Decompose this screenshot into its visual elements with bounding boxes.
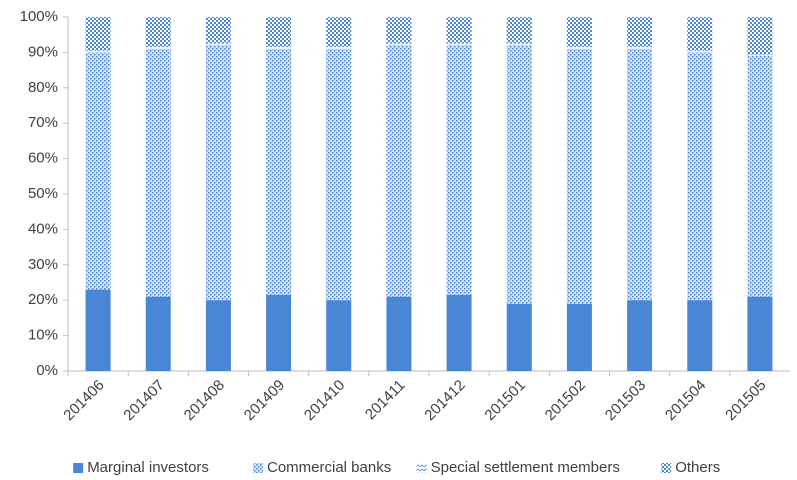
bar-segment [566,303,592,371]
bar-segment [627,48,653,301]
bar-segment [566,48,592,304]
bar-segment [85,289,111,371]
x-tick-label: 201504 [662,377,709,424]
x-tick-label: 201505 [722,377,769,424]
bar-segment [326,17,352,48]
y-tick-label: 30% [28,256,58,273]
bar-segment [747,296,773,371]
y-tick-label: 70% [28,114,58,131]
bar-segment [85,17,111,51]
bar-segment [85,50,111,53]
legend-label: Others [675,459,720,476]
x-tick-label: 201411 [362,377,409,424]
bar-segment [266,48,292,295]
bar-segment [446,45,472,295]
bar-segment [566,17,592,48]
bar-segment [687,52,713,301]
x-tick-label: 201407 [120,377,167,424]
bar-segment [386,45,412,297]
y-tick-label: 50% [28,185,58,202]
bar-segment [627,17,653,48]
bar-segment [266,294,292,371]
bar-segment [687,50,713,53]
bar-segment [145,48,171,297]
bar-segment [205,45,231,301]
bar-segment [205,300,231,371]
bar-segment [446,43,472,46]
bar-segment [446,294,472,371]
bar-segment [747,54,773,56]
bar-segment [205,43,231,46]
legend-swatch [661,463,672,473]
y-tick-label: 10% [28,327,58,344]
bar-segment [566,47,592,49]
bar-segment [266,17,292,48]
bar-segment [145,17,171,48]
bar-segment [145,296,171,371]
bar-segment [627,300,653,371]
bar-segment [506,17,532,44]
bar-segment [627,47,653,49]
y-tick-label: 20% [28,291,58,308]
bar-segment [205,17,231,44]
legend-label: Special settlement members [431,459,620,476]
y-tick-label: 0% [36,362,58,379]
legend-swatch [416,463,427,473]
bar-segment [266,47,292,49]
legend-swatch [253,463,263,473]
bar-segment [506,43,532,46]
x-tick-label: 201409 [241,377,288,424]
legend-swatch [73,463,84,473]
x-tick-label: 201410 [301,377,348,424]
bar-segment [687,300,713,371]
legend-label: Commercial banks [267,459,391,476]
bar-segment [145,47,171,49]
y-tick-label: 60% [28,150,58,167]
x-tick-label: 201406 [60,377,107,424]
bar-segment [85,52,111,290]
y-tick-label: 90% [28,43,58,60]
bar-segment [326,300,352,371]
bar-segment [386,17,412,44]
bar-segment [506,45,532,304]
bar-segment [386,43,412,46]
x-tick-label: 201408 [181,377,228,424]
bar-segment [446,17,472,44]
bar-segment [326,47,352,49]
y-tick-label: 80% [28,79,58,96]
legend-label: Marginal investors [87,459,209,476]
x-tick-label: 201502 [542,377,589,424]
bar-segment [386,296,412,371]
bar-segment [747,17,773,55]
bar-segment [747,55,773,297]
x-tick-label: 201503 [602,377,649,424]
bar-segment [687,17,713,51]
x-tick-label: 201412 [421,377,468,424]
bar-segment [326,48,352,301]
y-tick-label: 100% [20,8,58,25]
y-tick-label: 40% [28,220,58,237]
bar-segment [506,303,532,371]
x-tick-label: 201501 [481,377,528,424]
